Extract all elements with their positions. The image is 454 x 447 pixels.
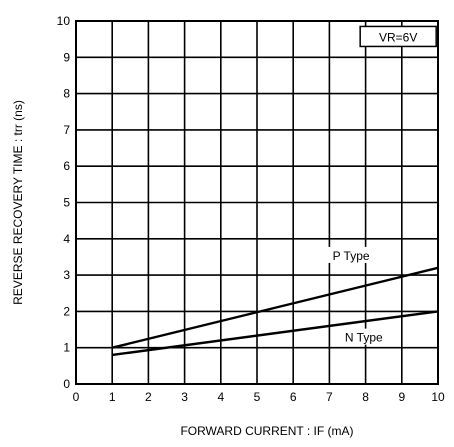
plot-frame [75,20,439,385]
y-tick-label: 9 [63,50,70,64]
y-tick-label: 2 [63,304,70,318]
y-tick-label: 4 [63,232,70,246]
series-label-bg [331,328,396,345]
series-lines [111,266,439,357]
series-label: P Type [333,249,370,263]
y-tick-label: 6 [63,159,70,173]
y-tick-label: 5 [63,196,70,210]
y-tick-label: 1 [63,341,70,355]
x-tick-label: 8 [362,390,369,404]
y-tick-labels: 0 1 2 3 4 5 6 7 8 9 10 [57,14,71,391]
series-line [111,266,439,349]
condition-label: VR=6V [379,30,417,44]
x-tick-label: 9 [398,390,405,404]
y-tick-label: 3 [63,268,70,282]
x-tick-labels: 0 1 2 3 4 5 6 7 8 9 10 [73,390,445,404]
y-tick-label: 10 [57,14,71,28]
series-labels: P Type N Type [319,246,396,345]
x-tick-label: 5 [254,390,261,404]
y-axis-title: REVERSE RECOVERY TIME : trr (ns) [11,100,25,305]
x-tick-label: 10 [431,390,445,404]
series-label-bg [319,246,384,263]
x-axis-title: FORWARD CURRENT : IF (mA) [180,424,353,438]
x-tick-label: 3 [181,390,188,404]
x-tick-label: 2 [145,390,152,404]
x-tick-label: 7 [326,390,333,404]
y-tick-label: 7 [63,123,70,137]
x-tick-label: 1 [109,390,116,404]
x-tick-label: 4 [217,390,224,404]
series-label: N Type [345,331,383,345]
series-line [112,310,439,357]
condition-box [359,25,437,48]
x-tick-label: 0 [73,390,80,404]
y-tick-label: 0 [63,377,70,391]
y-tick-label: 8 [63,87,70,101]
x-tick-label: 6 [290,390,297,404]
